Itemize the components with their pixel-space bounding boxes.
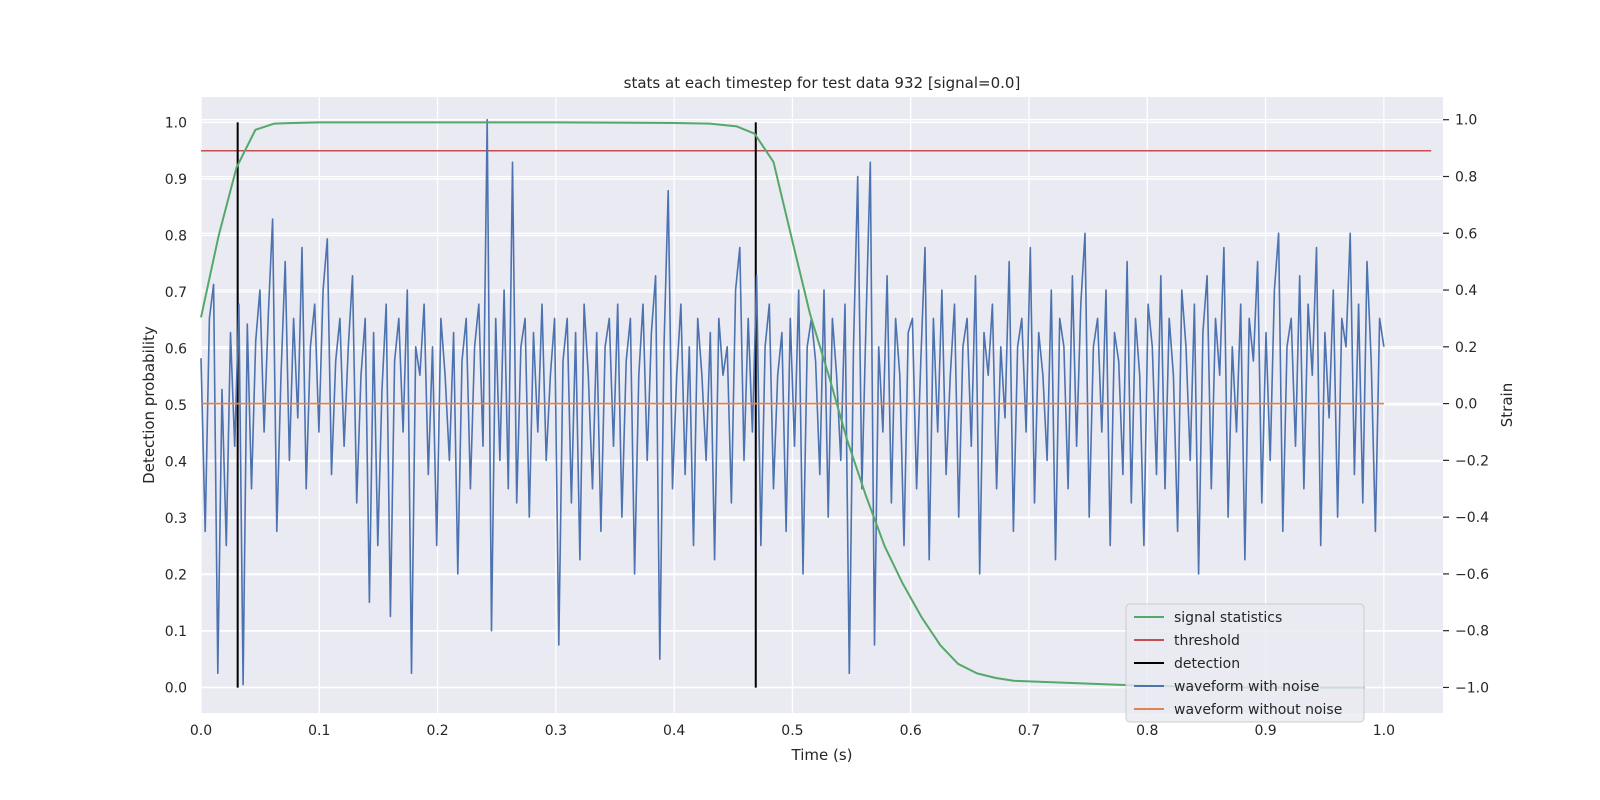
y2-tick-label: −0.6	[1455, 567, 1489, 583]
x-tick-label: 0.6	[900, 723, 922, 739]
signal-statistics-line	[200, 121, 1365, 689]
y-tick-label: 0.6	[165, 341, 187, 357]
legend-label-signal-statistics: signal statistics	[1174, 610, 1282, 626]
x-tick-label: 0.8	[1136, 723, 1158, 739]
x-tick-label: 1.0	[1373, 723, 1395, 739]
y2-axis-label: Strain	[1498, 383, 1516, 427]
y-tick-label: 0.1	[165, 624, 187, 640]
waveform-with-noise-line	[200, 118, 1385, 686]
legend-label-waveform-with-noise: waveform with noise	[1174, 679, 1319, 695]
series-lines	[200, 118, 1432, 689]
x-tick-label: 0.9	[1254, 723, 1276, 739]
y-axis-label: Detection probability	[140, 326, 158, 484]
y2-tick-label: −0.8	[1455, 624, 1489, 640]
y-tick-label: 0.9	[165, 172, 187, 188]
y-tick-label: 1.0	[165, 115, 187, 131]
x-tick-label: 0.2	[426, 723, 448, 739]
y-tick-label: 0.0	[165, 681, 187, 697]
y-tick-label: 0.4	[165, 455, 187, 471]
legend: signal statistics threshold detection wa…	[1125, 603, 1365, 723]
y2-tick-label: −1.0	[1455, 680, 1489, 696]
y2-tick-label: 0.8	[1455, 169, 1477, 185]
y2-tick-label: 0.2	[1455, 340, 1477, 356]
legend-label-waveform-without-noise: waveform without noise	[1174, 702, 1342, 718]
x-tick-label: 0.1	[308, 723, 330, 739]
chart-title: stats at each timestep for test data 932…	[624, 74, 1021, 92]
x-tick-label: 0.3	[545, 723, 567, 739]
x-tick-label: 0.0	[190, 723, 212, 739]
y-tick-label: 0.5	[165, 398, 187, 414]
y-tick-label: 0.3	[165, 511, 187, 527]
y2-tick-label: −0.4	[1455, 510, 1489, 526]
y-tick-label: 0.2	[165, 568, 187, 584]
y-tick-label: 0.8	[165, 228, 187, 244]
x-tick-label: 0.7	[1018, 723, 1040, 739]
legend-box	[1125, 603, 1365, 723]
legend-label-detection: detection	[1174, 656, 1240, 672]
axis-ticks: 0.0 0.1 0.2 0.3 0.4 0.5 0.6 0.7 0.8 0.9 1.0 0.0 0.1 0…	[165, 113, 1489, 739]
y2-tick-label: −0.2	[1455, 453, 1489, 469]
x-tick-label: 0.4	[663, 723, 685, 739]
legend-label-threshold: threshold	[1174, 633, 1240, 649]
y2-tick-label: 0.0	[1455, 397, 1477, 413]
x-axis-label: Time (s)	[791, 746, 853, 764]
x-tick-label: 0.5	[781, 723, 803, 739]
y2-tick-label: 0.4	[1455, 283, 1477, 299]
y2-tick-label: 1.0	[1455, 113, 1477, 129]
y-tick-label: 0.7	[165, 285, 187, 301]
y2-tick-label: 0.6	[1455, 226, 1477, 242]
